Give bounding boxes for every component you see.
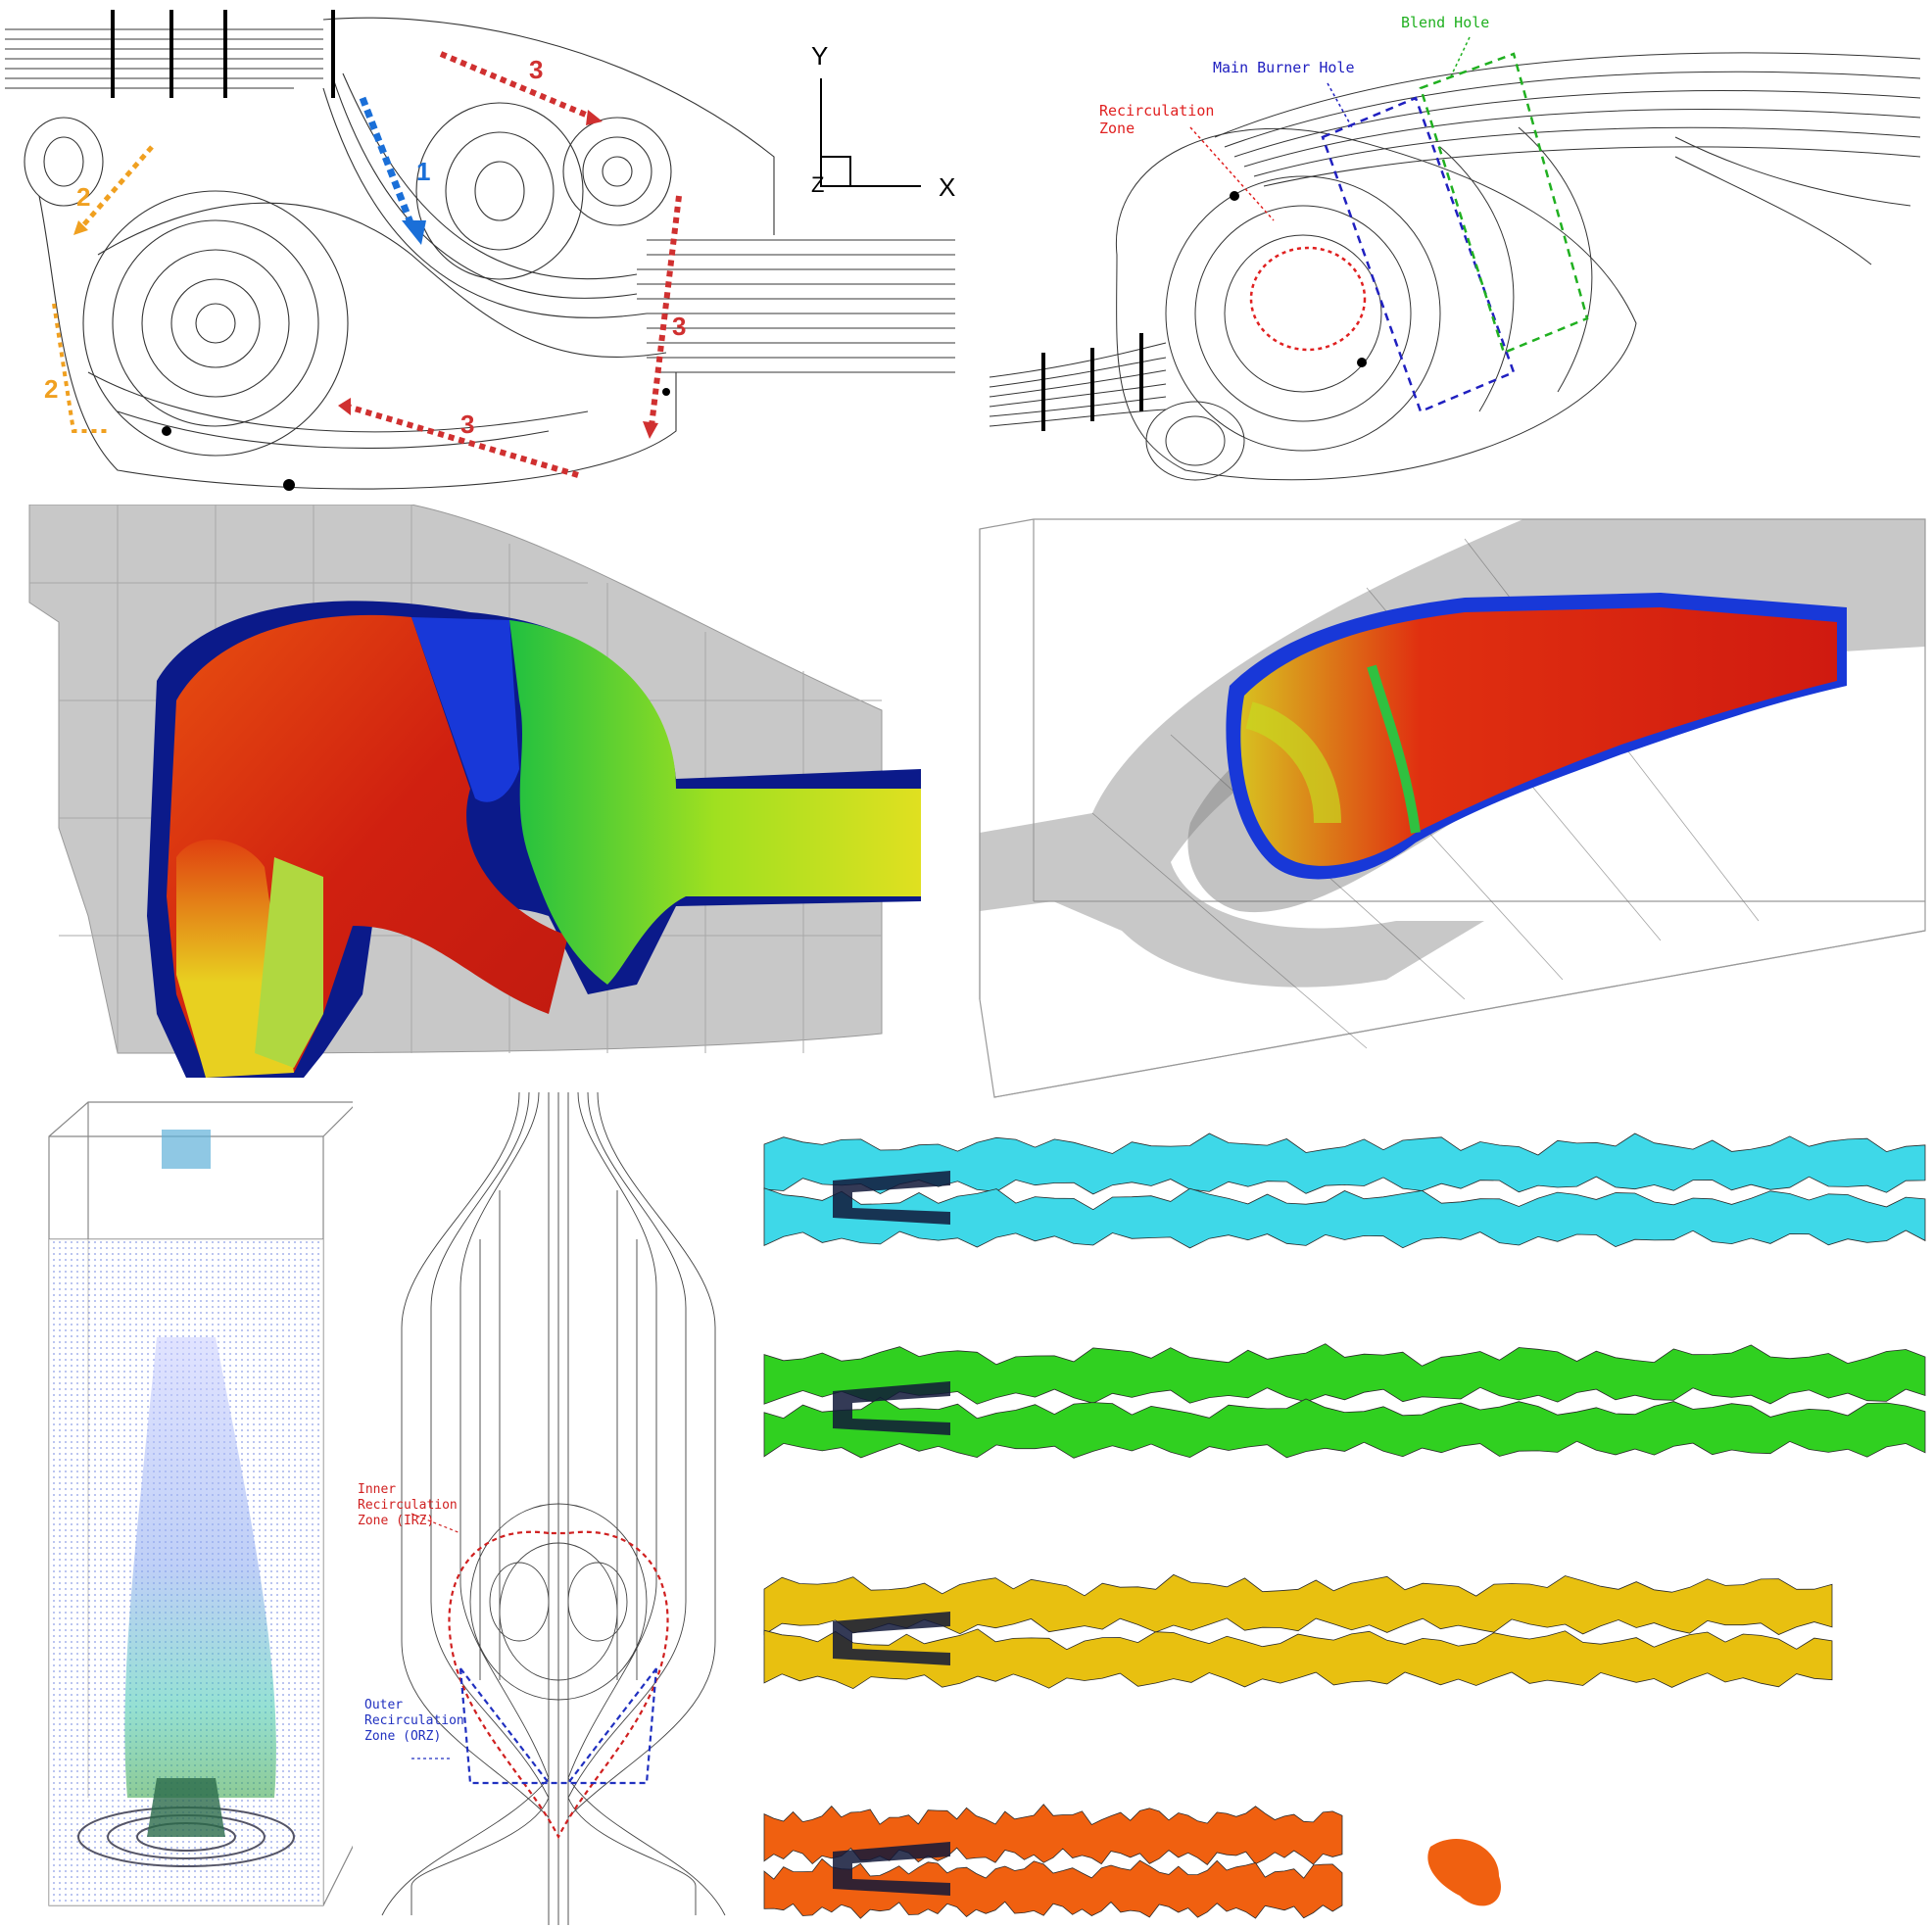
label-recirculation-zone: Recirculation Zone	[1099, 102, 1215, 137]
blend-hole-outline	[1419, 52, 1589, 355]
isosurface-band-2-upper	[763, 1573, 1833, 1636]
isosurface-band-1-lower	[763, 1396, 1926, 1459]
label-blend-hole: Blend Hole	[1401, 14, 1490, 31]
cold-jet	[411, 617, 519, 802]
isosurface-band-1-upper	[763, 1343, 1926, 1405]
arrow-label-2-top: 2	[76, 182, 91, 212]
streamline-field	[5, 10, 955, 491]
label-main-burner-hole: Main Burner Hole	[1213, 59, 1355, 76]
combustor-contour-3d	[975, 509, 1932, 1102]
label-irz: Inner Recirculation Zone (IRZ)	[358, 1482, 458, 1528]
isosurface-band-2-lower	[763, 1628, 1833, 1690]
isosurface-render	[763, 1133, 1926, 1919]
main-burner-hole-outline	[1321, 96, 1516, 413]
injector-0	[833, 1171, 950, 1225]
arrow-label-3-top: 3	[529, 55, 544, 84]
streamline-plot-annular-view: Recirculation Zone Main Burner Hole Blen…	[990, 0, 1932, 505]
red-dashed-arrow-top	[439, 51, 595, 120]
streamline-field-annular	[990, 36, 1921, 481]
injector-2	[833, 1612, 950, 1665]
axis-label-y: Y	[811, 41, 829, 71]
outlet-flow	[509, 620, 921, 985]
swirl-streamline-plot: Inner Recirculation Zone (IRZ) Outer Rec…	[353, 1092, 745, 1925]
irz-outline	[448, 1530, 669, 1840]
blue-dashed-arrow	[359, 96, 415, 227]
combustor-contour-side	[0, 505, 960, 1092]
axis-label-z: Z	[811, 172, 825, 197]
isosurface-band-0-lower	[763, 1187, 1926, 1249]
injector-1	[833, 1381, 950, 1435]
isosurface-band-0-upper	[763, 1133, 1926, 1195]
arrow-label-3-right: 3	[672, 312, 687, 341]
jet-plume	[124, 1337, 276, 1798]
isosurface-stack	[754, 1102, 1932, 1928]
contour-render-3d	[979, 518, 1926, 1098]
contour-render-side	[28, 505, 921, 1078]
arrow-label-2-bottom: 2	[44, 374, 59, 404]
label-orz: Outer Recirculation Zone (ORZ)	[364, 1698, 464, 1744]
orange-dashed-arrow-bottom	[52, 303, 108, 433]
arrow-label-3-bottom: 3	[460, 410, 475, 439]
orange-dashed-arrow-top	[81, 145, 154, 227]
red-dashed-arrow-bottom	[347, 404, 579, 478]
arrow-label-1: 1	[416, 157, 431, 186]
vector-field-render	[48, 1101, 359, 1906]
axes-triad	[820, 78, 921, 187]
streamline-plot-side-view: Y X Z 1 2 2 3 3 3	[0, 0, 960, 500]
orz-outline	[459, 1667, 658, 1785]
vector-field-box	[39, 1092, 362, 1920]
isosurface-band-3-lower	[763, 1857, 1343, 1919]
swirl-streamlines	[381, 1092, 726, 1925]
axis-label-x: X	[939, 172, 956, 202]
recirculation-zone-outline	[1249, 246, 1367, 352]
isosurface-rows	[763, 1133, 1926, 1919]
contour-hot-core	[1240, 607, 1837, 866]
injector-3	[833, 1842, 950, 1896]
isosurface-detached-blob	[1427, 1838, 1501, 1906]
